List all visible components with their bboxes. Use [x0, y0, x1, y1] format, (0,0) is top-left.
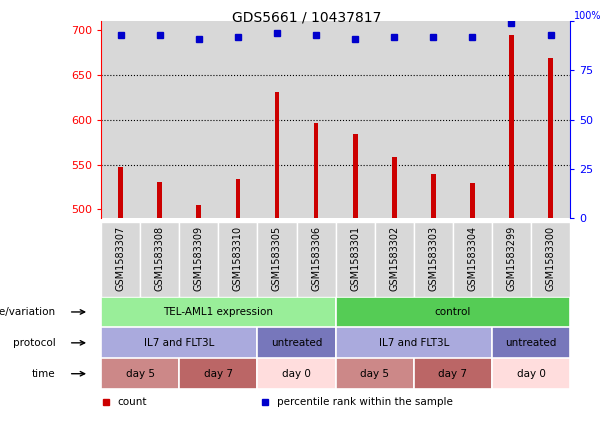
Bar [180, 21, 218, 218]
Text: GSM1583308: GSM1583308 [154, 226, 165, 291]
Bar [101, 21, 140, 218]
Text: TEL-AML1 expression: TEL-AML1 expression [164, 307, 273, 317]
Text: day 7: day 7 [204, 369, 233, 379]
Bar [314, 123, 318, 218]
Bar [140, 21, 179, 218]
Bar [235, 179, 240, 218]
FancyBboxPatch shape [101, 222, 140, 297]
Bar [297, 21, 336, 218]
Text: GSM1583303: GSM1583303 [428, 226, 438, 291]
Bar [392, 157, 397, 218]
Bar [118, 167, 123, 218]
FancyBboxPatch shape [492, 327, 570, 358]
Text: untreated: untreated [505, 338, 557, 348]
Bar [158, 181, 162, 218]
FancyBboxPatch shape [257, 358, 336, 389]
FancyBboxPatch shape [297, 222, 336, 297]
Text: count: count [118, 398, 147, 407]
Text: GDS5661 / 10437817: GDS5661 / 10437817 [232, 11, 381, 25]
FancyBboxPatch shape [336, 358, 414, 389]
FancyBboxPatch shape [218, 222, 257, 297]
FancyBboxPatch shape [257, 327, 336, 358]
Bar [431, 174, 436, 218]
Bar [414, 21, 453, 218]
Text: time: time [32, 369, 56, 379]
Text: GSM1583306: GSM1583306 [311, 226, 321, 291]
Text: GSM1583301: GSM1583301 [350, 226, 360, 291]
Text: day 5: day 5 [126, 369, 154, 379]
FancyBboxPatch shape [336, 222, 375, 297]
Bar [509, 35, 514, 218]
FancyBboxPatch shape [375, 222, 414, 297]
FancyBboxPatch shape [101, 297, 336, 327]
FancyBboxPatch shape [101, 327, 257, 358]
Text: day 7: day 7 [438, 369, 467, 379]
FancyBboxPatch shape [492, 222, 531, 297]
Text: day 5: day 5 [360, 369, 389, 379]
Bar [375, 21, 414, 218]
Text: GSM1583305: GSM1583305 [272, 226, 282, 291]
FancyBboxPatch shape [257, 222, 297, 297]
Text: GSM1583307: GSM1583307 [116, 226, 126, 291]
FancyBboxPatch shape [180, 358, 257, 389]
FancyBboxPatch shape [101, 358, 180, 389]
Text: GSM1583302: GSM1583302 [389, 226, 399, 291]
Bar [492, 21, 531, 218]
Text: 100%: 100% [574, 11, 602, 21]
FancyBboxPatch shape [140, 222, 180, 297]
Text: GSM1583299: GSM1583299 [506, 226, 517, 291]
Text: control: control [435, 307, 471, 317]
Text: IL7 and FLT3L: IL7 and FLT3L [144, 338, 215, 348]
Bar [470, 183, 474, 218]
Bar [257, 21, 297, 218]
Text: genotype/variation: genotype/variation [0, 307, 56, 317]
Text: IL7 and FLT3L: IL7 and FLT3L [379, 338, 449, 348]
Text: GSM1583300: GSM1583300 [546, 226, 555, 291]
Text: percentile rank within the sample: percentile rank within the sample [277, 398, 453, 407]
FancyBboxPatch shape [414, 222, 453, 297]
Text: GSM1583309: GSM1583309 [194, 226, 204, 291]
FancyBboxPatch shape [453, 222, 492, 297]
Bar [531, 21, 570, 218]
Bar [353, 134, 357, 218]
Text: GSM1583304: GSM1583304 [467, 226, 478, 291]
FancyBboxPatch shape [180, 222, 218, 297]
FancyBboxPatch shape [336, 327, 492, 358]
FancyBboxPatch shape [492, 358, 570, 389]
Text: GSM1583310: GSM1583310 [233, 226, 243, 291]
FancyBboxPatch shape [414, 358, 492, 389]
Text: protocol: protocol [13, 338, 56, 348]
Text: day 0: day 0 [282, 369, 311, 379]
Bar [197, 205, 201, 218]
FancyBboxPatch shape [531, 222, 570, 297]
FancyBboxPatch shape [336, 297, 570, 327]
Text: day 0: day 0 [517, 369, 546, 379]
Text: untreated: untreated [271, 338, 322, 348]
Bar [336, 21, 375, 218]
Bar [275, 92, 280, 218]
Bar [548, 58, 553, 218]
Bar [453, 21, 492, 218]
Bar [218, 21, 257, 218]
